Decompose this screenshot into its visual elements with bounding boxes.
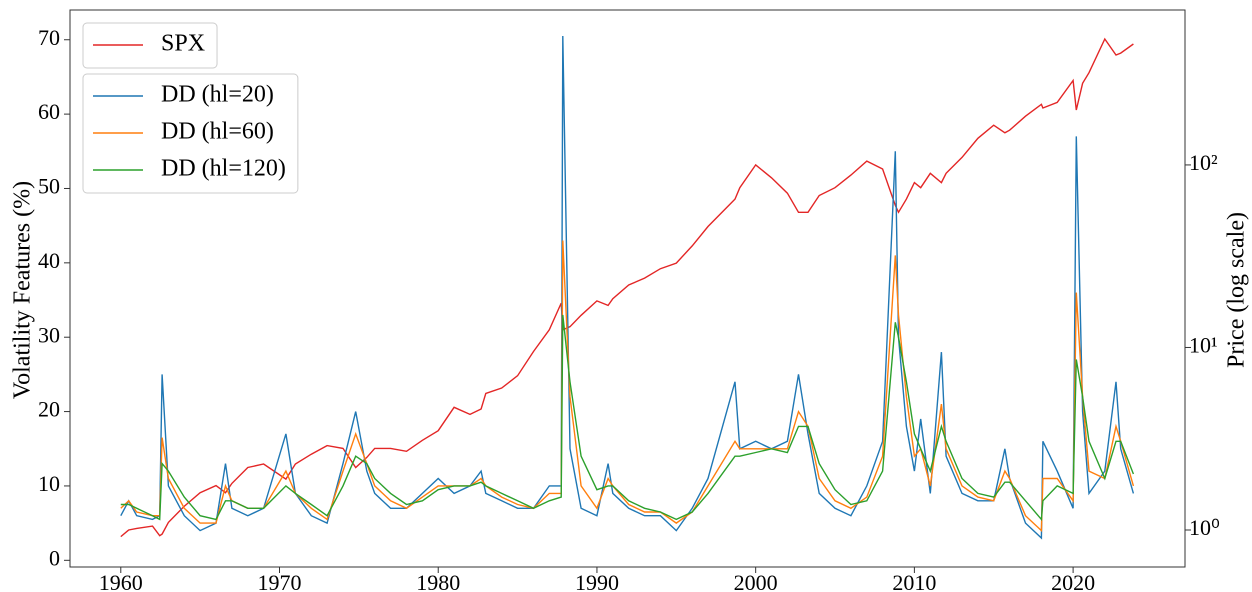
x-tick-label: 2020 [1051,570,1095,592]
y2-axis-label: Price (log scale) [1224,212,1250,368]
y2-tick-label: 10⁰ [1189,515,1220,540]
x-tick-label: 1960 [99,570,143,592]
y-axis-label: Volatility Features (%) [10,181,36,399]
y-tick-label: 50 [38,174,60,199]
x-tick-label: 2000 [734,570,778,592]
legend-box [82,22,218,69]
x-tick-label: 1970 [258,570,302,592]
x-tick-label: 1990 [575,570,619,592]
y-tick-label: 60 [38,99,60,124]
plot-frame [69,9,1186,568]
y2-tick-label: 10¹ [1189,333,1218,358]
legend-label: DD (hl=20) [161,82,274,108]
legend-label: SPX [161,31,205,57]
legend-label: DD (hl=120) [161,156,286,182]
y-tick-label: 30 [38,322,60,347]
y-tick-label: 10 [38,471,60,496]
y-tick-label: 70 [38,25,60,50]
series-line [120,35,1135,540]
legend-box [82,73,299,194]
y-tick-label: 20 [38,397,60,422]
y-tick-label: 40 [38,248,60,273]
y-tick-label: 0 [49,545,60,570]
series-line [120,240,1135,533]
y2-tick-label: 10² [1189,150,1218,175]
series-line [120,314,1135,522]
x-tick-label: 2010 [892,570,936,592]
x-tick-label: 1980 [416,570,460,592]
legend-label: DD (hl=60) [161,119,274,145]
